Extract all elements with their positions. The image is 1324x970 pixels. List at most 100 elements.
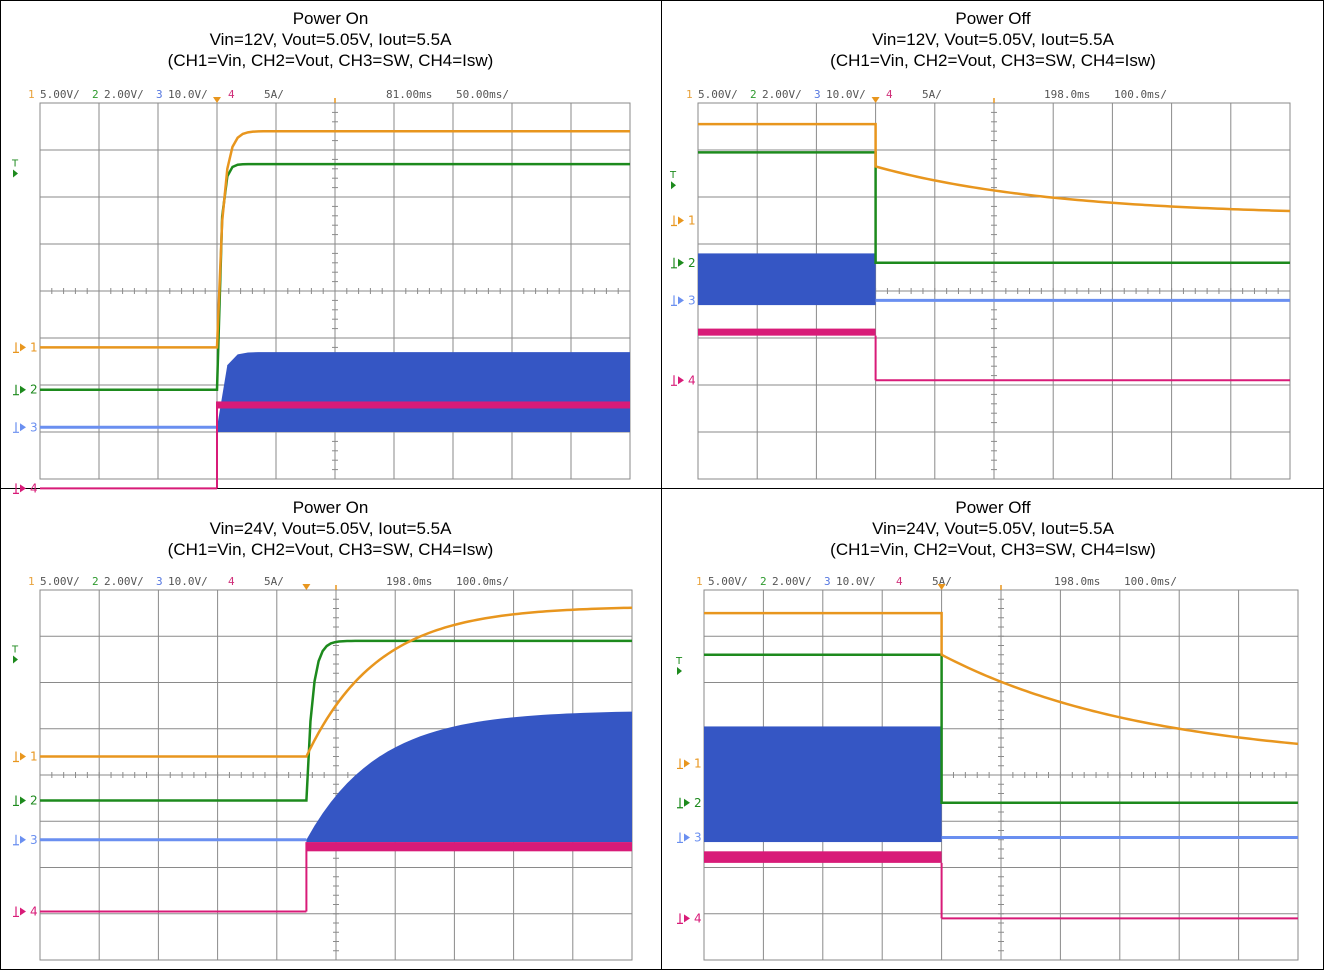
ground-arrow-1: [678, 216, 684, 225]
scope-ch1-num: 1: [696, 575, 703, 588]
scope-timebase: 100.0ms/: [456, 575, 509, 588]
ground-marker-2: [13, 795, 19, 807]
scope-ch3-scale: 10.0V/: [826, 88, 866, 101]
scope-screen: 1 2 3 4 T: [11, 97, 631, 495]
scope-timebase: 100.0ms/: [1124, 575, 1177, 588]
channel-label-3: 3: [30, 420, 38, 434]
scope-ch4-scale: 5A/: [932, 575, 952, 588]
ground-marker-4: [677, 913, 683, 924]
ch3-switching-band: [306, 711, 632, 843]
cell-divider-vertical: [661, 0, 662, 970]
panel-channel-map: (CH1=Vin, CH2=Vout, CH3=SW, CH4=Isw): [830, 51, 1156, 70]
channel-label-4: 4: [30, 904, 38, 918]
channel-label-2: 2: [694, 796, 702, 810]
ground-arrow-1: [684, 759, 690, 768]
scope-ch3-num: 3: [824, 575, 831, 588]
trigger-position-marker: [213, 97, 221, 103]
scope-ch2-scale: 2.00V/: [772, 575, 812, 588]
scope-ch1-scale: 5.00V/: [708, 575, 748, 588]
scope-ch4-num: 4: [228, 88, 235, 101]
ch2-trace: [704, 653, 1298, 804]
scope-screen: 1 2 3 4 T: [669, 97, 1291, 480]
trigger-level-label: T: [669, 170, 677, 181]
ground-arrow-3: [684, 833, 690, 842]
ground-marker-1: [671, 215, 677, 227]
channel-label-4: 4: [30, 481, 38, 495]
ch2-trace: [40, 639, 632, 802]
panel-title: Power Off: [955, 9, 1031, 28]
trigger-position-marker: [302, 584, 311, 590]
ch1-trace: [40, 606, 633, 758]
ground-arrow-4: [20, 907, 26, 916]
scope-ch2-num: 2: [92, 575, 99, 588]
channel-label-2: 2: [30, 383, 38, 397]
scope-ch4-scale: 5A/: [264, 88, 284, 101]
scope-ch4-scale: 5A/: [264, 575, 284, 588]
ch3-switching-band: [704, 726, 942, 843]
scope-ch3-scale: 10.0V/: [168, 575, 208, 588]
trigger-level-arrow: [671, 181, 676, 190]
trigger-level-arrow: [13, 169, 18, 178]
scope-ch2-num: 2: [760, 575, 767, 588]
ch4-current-band: [217, 401, 630, 409]
ground-marker-1: [13, 751, 19, 763]
panel-channel-map: (CH1=Vin, CH2=Vout, CH3=SW, CH4=Isw): [830, 540, 1156, 559]
channel-label-1: 1: [30, 340, 38, 354]
scope-ch1-scale: 5.00V/: [40, 88, 80, 101]
ground-marker-1: [13, 342, 19, 353]
panel-channel-map: (CH1=Vin, CH2=Vout, CH3=SW, CH4=Isw): [167, 540, 494, 559]
channel-label-2: 2: [30, 793, 38, 807]
ch3-switching-band: [217, 352, 630, 432]
scope-ch4-scale: 5A/: [922, 88, 942, 101]
ch2-trace: [698, 151, 1290, 265]
scope-ch1-num: 1: [686, 88, 693, 101]
scope-delay: 198.0ms: [1054, 575, 1101, 588]
trigger-level-label: T: [11, 158, 19, 169]
channel-label-4: 4: [694, 911, 702, 925]
channel-label-3: 3: [688, 293, 696, 307]
ground-arrow-2: [20, 385, 26, 394]
scope-ch3-scale: 10.0V/: [168, 88, 208, 101]
cell-divider-horizontal: [0, 488, 1324, 489]
ground-marker-4: [13, 483, 19, 494]
ground-arrow-2: [20, 796, 26, 805]
ground-marker-1: [677, 758, 683, 770]
panel-power-on-24v: Power On Vin=24V, Vout=5.05V, Iout=5.5A …: [0, 489, 661, 970]
channel-label-3: 3: [30, 833, 38, 847]
ground-arrow-4: [684, 914, 690, 923]
ground-marker-3: [13, 422, 19, 433]
trigger-level-label: T: [11, 644, 19, 655]
scope-ch1-num: 1: [28, 88, 35, 101]
scope-ch2-scale: 2.00V/: [762, 88, 802, 101]
ch1-trace: [40, 129, 630, 349]
trigger-level-arrow: [677, 667, 682, 675]
panel-conditions: Vin=12V, Vout=5.05V, Iout=5.5A: [872, 30, 1114, 49]
ch1-trace: [698, 122, 1291, 213]
ground-arrow-1: [20, 343, 26, 352]
trigger-level-arrow: [13, 655, 18, 664]
panel-conditions: Vin=12V, Vout=5.05V, Iout=5.5A: [209, 30, 452, 49]
ground-arrow-3: [678, 296, 684, 305]
ground-marker-4: [671, 375, 677, 386]
ch3-switching-band: [698, 253, 876, 306]
scope-ch4-num: 4: [886, 88, 893, 101]
channel-label-1: 1: [30, 750, 38, 764]
ch4-current-band: [306, 842, 632, 852]
panel-power-off-24v: Power Off Vin=24V, Vout=5.05V, Iout=5.5A…: [662, 489, 1324, 970]
ch4-current-band: [698, 328, 876, 336]
panel-power-off-12v: Power Off Vin=12V, Vout=5.05V, Iout=5.5A…: [662, 0, 1324, 488]
scope-ch2-num: 2: [92, 88, 99, 101]
ground-arrow-3: [20, 423, 26, 432]
scope-ch3-scale: 10.0V/: [836, 575, 876, 588]
ground-marker-3: [677, 832, 683, 844]
scope-ch4-num: 4: [896, 575, 903, 588]
channel-label-3: 3: [694, 830, 702, 844]
trigger-level-label: T: [675, 656, 683, 667]
ch1-trace: [704, 611, 1299, 746]
ch4-current-band: [704, 851, 942, 863]
channel-label-4: 4: [688, 373, 696, 387]
scope-delay: 81.00ms: [386, 88, 433, 101]
scope-screen: 1 2 3 4 T: [675, 584, 1299, 961]
scope-delay: 198.0ms: [386, 575, 433, 588]
scope-ch1-num: 1: [28, 575, 35, 588]
